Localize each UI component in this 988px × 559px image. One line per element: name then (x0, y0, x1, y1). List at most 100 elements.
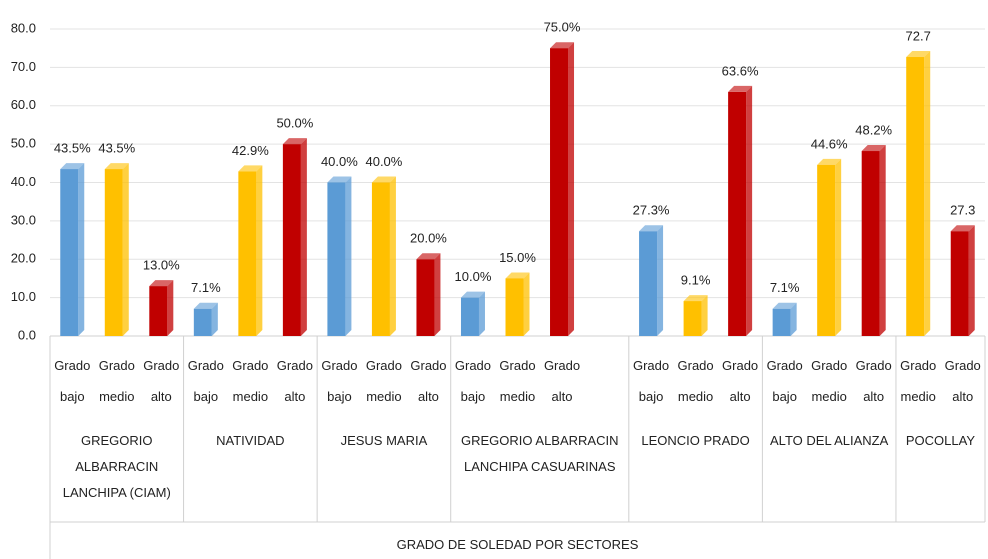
x-tick-label: Grado alto (276, 358, 313, 404)
bar-top (861, 145, 886, 152)
bar-top (728, 85, 753, 92)
bar-side (968, 225, 975, 336)
x-tick-label: Grado bajo (766, 358, 803, 404)
x-tick-label: Grado bajo (54, 358, 91, 404)
y-tick-label: 20.0 (11, 251, 36, 266)
bar-top (906, 51, 931, 58)
bar (772, 308, 791, 336)
data-label: 75.0% (544, 20, 581, 35)
bar-top (460, 291, 485, 298)
x-tick-label: Grado bajo (321, 358, 358, 404)
bar-side (122, 163, 129, 336)
x-tick-label: Grado medio (232, 358, 269, 404)
bar-top (416, 253, 441, 260)
bar (60, 169, 79, 336)
data-label: 72.7 (906, 28, 931, 43)
bar-top (149, 280, 174, 287)
x-tick-label: Grado medio (677, 358, 714, 404)
bar-top (772, 302, 797, 309)
group-label: ALTO DEL ALIANZA (770, 433, 889, 448)
bar-side (434, 253, 441, 336)
bar-top (104, 163, 129, 170)
y-tick-label: 0.0 (18, 327, 36, 342)
y-tick-label: 50.0 (11, 136, 36, 151)
data-label: 20.0% (410, 231, 447, 246)
bar-top (639, 225, 664, 232)
data-label: 48.2% (855, 122, 892, 137)
bar-side (78, 163, 85, 336)
data-label: 7.1% (191, 280, 221, 295)
bar-side (167, 280, 174, 336)
bar-top (60, 163, 85, 170)
bar-side (478, 291, 485, 336)
bar-side (835, 158, 842, 336)
bar-side (701, 295, 708, 336)
group-label: POCOLLAY (905, 433, 976, 448)
x-tick-label: Grado medio (365, 358, 402, 404)
bar (683, 301, 702, 336)
bar-side (924, 51, 931, 337)
y-tick-label: 10.0 (11, 289, 36, 304)
bar-side (568, 42, 575, 336)
y-tick-label: 70.0 (11, 59, 36, 74)
bar-side (300, 138, 307, 336)
data-label: 10.0% (455, 269, 492, 284)
bar-top (238, 165, 263, 172)
y-tick-label: 40.0 (11, 174, 36, 189)
x-tick-label: Grado alto (722, 358, 759, 404)
x-tick-label: Grado alto (543, 358, 581, 404)
x-tick-label: Grado bajo (187, 358, 224, 404)
bar-side (345, 176, 352, 336)
bar (104, 169, 123, 336)
group-label: LEONCIO PRADO (641, 433, 750, 448)
data-label: 40.0% (365, 154, 402, 169)
data-label: 7.1% (770, 280, 800, 295)
bar (906, 57, 925, 337)
x-tick-label: Grado alto (143, 358, 180, 404)
x-axis-title: GRADO DE SOLEDAD POR SECTORES (396, 537, 639, 552)
bar-top (327, 176, 352, 183)
bar (505, 278, 524, 336)
x-tick-label: Grado medio (98, 358, 135, 404)
bar (861, 151, 880, 336)
group-label: NATIVIDAD (216, 433, 285, 448)
data-label: 13.0% (143, 258, 180, 273)
x-tick-label: Grado bajo (632, 358, 670, 404)
data-label: 9.1% (681, 273, 711, 288)
bar-top (950, 225, 975, 232)
x-tick-label: Grado medio (900, 358, 937, 404)
data-label: 43.5% (54, 141, 91, 156)
bar (550, 48, 569, 336)
bar-top (371, 176, 396, 183)
x-tick-label: Grado medio (811, 358, 848, 404)
bar-side (790, 302, 797, 336)
x-tick-label: Grado alto (410, 358, 447, 404)
y-tick-label: 30.0 (11, 212, 36, 227)
bar-side (389, 176, 396, 336)
bar (728, 91, 747, 336)
data-label: 43.5% (98, 141, 135, 156)
bar (327, 182, 346, 336)
bar (371, 182, 390, 336)
data-label: 27.3 (950, 203, 975, 218)
data-label: 40.0% (321, 154, 358, 169)
data-label: 63.6% (722, 63, 759, 78)
bar-side (523, 272, 530, 336)
group-label: GREGORIO ALBARRACIN LANCHIPA (CIAM) (62, 433, 171, 500)
bar-top (505, 272, 530, 279)
bar (149, 286, 168, 336)
data-label: 15.0% (499, 250, 536, 265)
data-label: 50.0% (276, 116, 313, 131)
bar (416, 259, 435, 336)
x-tick-label: Grado medio (499, 358, 536, 404)
bar (950, 231, 969, 336)
bar-top (550, 42, 575, 49)
x-tick-label: Grado alto (855, 358, 892, 404)
bar-top (817, 158, 842, 165)
x-tick-label: Grado bajo (454, 358, 492, 404)
group-label: GREGORIO ALBARRACIN LANCHIPA CASUARINAS (461, 433, 619, 474)
bar-side (256, 165, 263, 336)
bar-top (193, 302, 218, 309)
